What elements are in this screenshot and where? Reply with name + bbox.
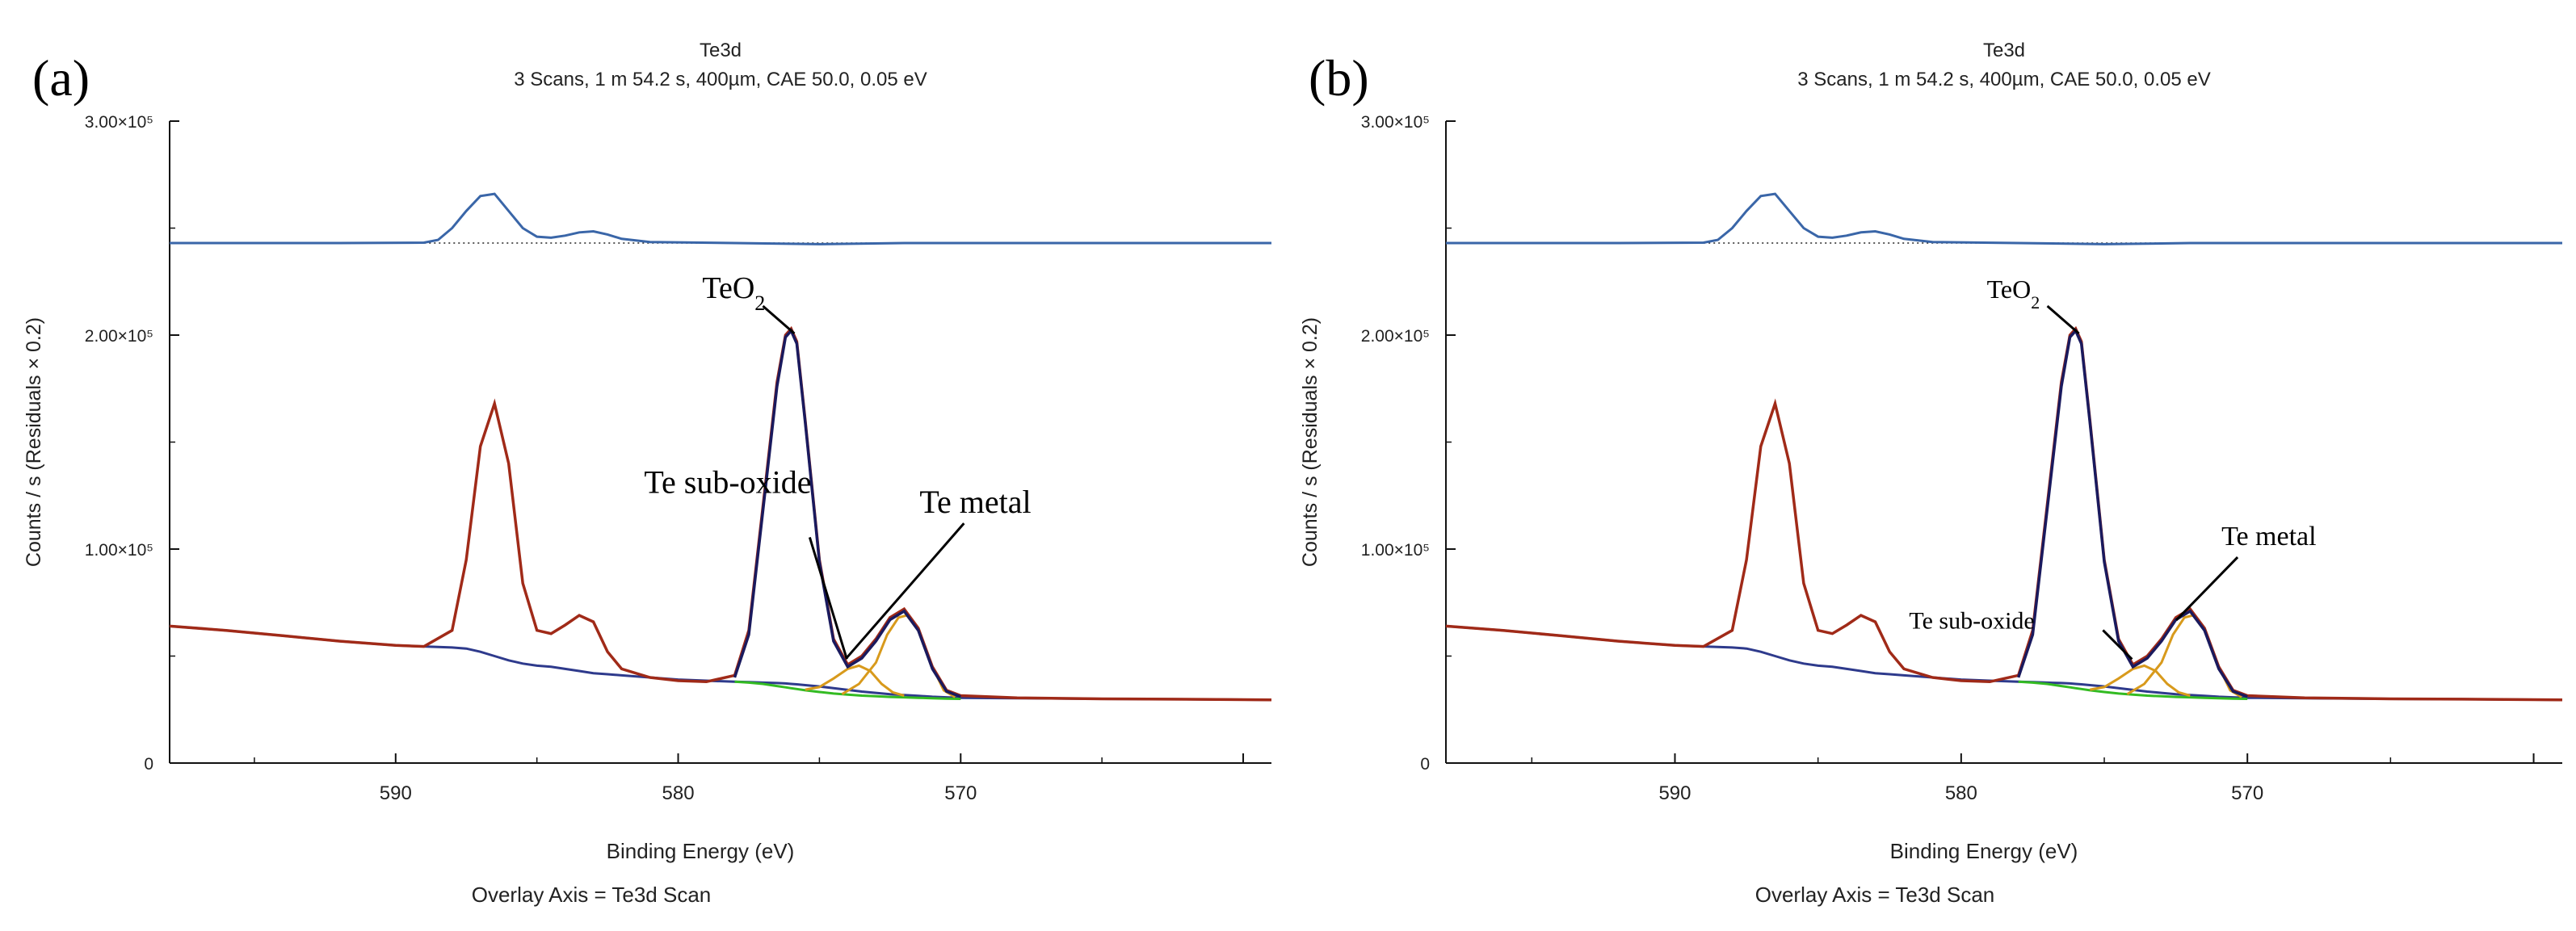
annotation-suboxide: Te sub-oxide <box>644 463 811 500</box>
x-tick-label: 580 <box>1945 782 1977 804</box>
chart-title: Te3d <box>700 40 742 61</box>
chart-subtitle: 3 Scans, 1 m 54.2 s, 400µm, CAE 50.0, 0.… <box>1797 69 2210 90</box>
x-tick-label: 590 <box>380 782 412 804</box>
y-tick-label: 1.00×10⁵ <box>85 541 153 560</box>
annotation-teo2: TeO2 <box>1987 275 2040 312</box>
x-tick-label: 580 <box>662 782 695 804</box>
x-tick-label: 590 <box>1658 782 1691 804</box>
x-axis-label: Binding Energy (eV) <box>1890 839 2078 863</box>
y-axis-label: Counts / s (Residuals × 0.2) <box>23 317 45 567</box>
annotation-suboxide-leader <box>2102 629 2133 661</box>
y-tick-label: 1.00×10⁵ <box>1361 541 1430 560</box>
x-tick-label: 570 <box>944 782 977 804</box>
panel-label: (a) <box>32 49 90 107</box>
overlay-axis-note: Overlay Axis = Te3d Scan <box>472 883 712 907</box>
panel-label: (b) <box>1309 49 1369 107</box>
annotation-teo2-subscript: 2 <box>754 291 765 315</box>
series-baseline <box>2018 680 2248 700</box>
series-envelope <box>2017 328 2248 698</box>
annotation-teo2-text: TeO <box>702 271 754 305</box>
y-tick-label: 2.00×10⁵ <box>1361 327 1430 346</box>
annotation-teo2-leader <box>762 304 796 335</box>
annotation-suboxide: Te sub-oxide <box>1909 607 2034 634</box>
chart-title: Te3d <box>1983 40 2025 61</box>
series-component-suboxide <box>2090 664 2191 697</box>
chart-panel-a: (a) Te3d 3 Scans, 1 m 54.2 s, 400µm, CAE 5… <box>23 40 1272 907</box>
series-component-suboxide <box>805 664 905 697</box>
annotation-metal-leader <box>2175 556 2239 622</box>
x-axis-label: Binding Energy (eV) <box>607 839 795 863</box>
y-tick-label: 2.00×10⁵ <box>85 327 153 346</box>
series-background <box>1445 624 2563 702</box>
annotation-teo2-text: TeO <box>1987 275 2032 304</box>
series-envelope <box>733 328 961 698</box>
y-axis-label: Counts / s (Residuals × 0.2) <box>1299 317 1322 567</box>
annotation-metal-leader <box>846 522 965 659</box>
x-tick-label: 570 <box>2231 782 2263 804</box>
annotation-teo2: TeO2 <box>702 271 765 315</box>
annotation-teo2-subscript: 2 <box>2031 292 2040 312</box>
series-measured <box>169 325 1272 702</box>
series-residuals <box>170 192 1271 245</box>
y-tick-label: 0 <box>1420 755 1430 774</box>
series-residuals <box>1446 192 2562 245</box>
series-background <box>169 624 1272 702</box>
y-tick-label: 0 <box>144 755 153 774</box>
series-baseline <box>734 680 961 700</box>
chart-subtitle: 3 Scans, 1 m 54.2 s, 400µm, CAE 50.0, 0.… <box>514 69 927 90</box>
annotation-metal: Te metal <box>2221 522 2317 551</box>
series-measured <box>1445 325 2563 702</box>
annotation-suboxide-leader <box>808 537 848 660</box>
annotation-metal: Te metal <box>919 484 1031 520</box>
overlay-axis-note: Overlay Axis = Te3d Scan <box>1755 883 1995 907</box>
y-tick-label: 3.00×10⁵ <box>85 113 153 132</box>
y-tick-label: 3.00×10⁵ <box>1361 113 1430 132</box>
annotation-teo2-leader <box>2046 304 2080 335</box>
chart-panel-b: (b) Te3d 3 Scans, 1 m 54.2 s, 400µm, CAE 5… <box>1299 40 2563 907</box>
